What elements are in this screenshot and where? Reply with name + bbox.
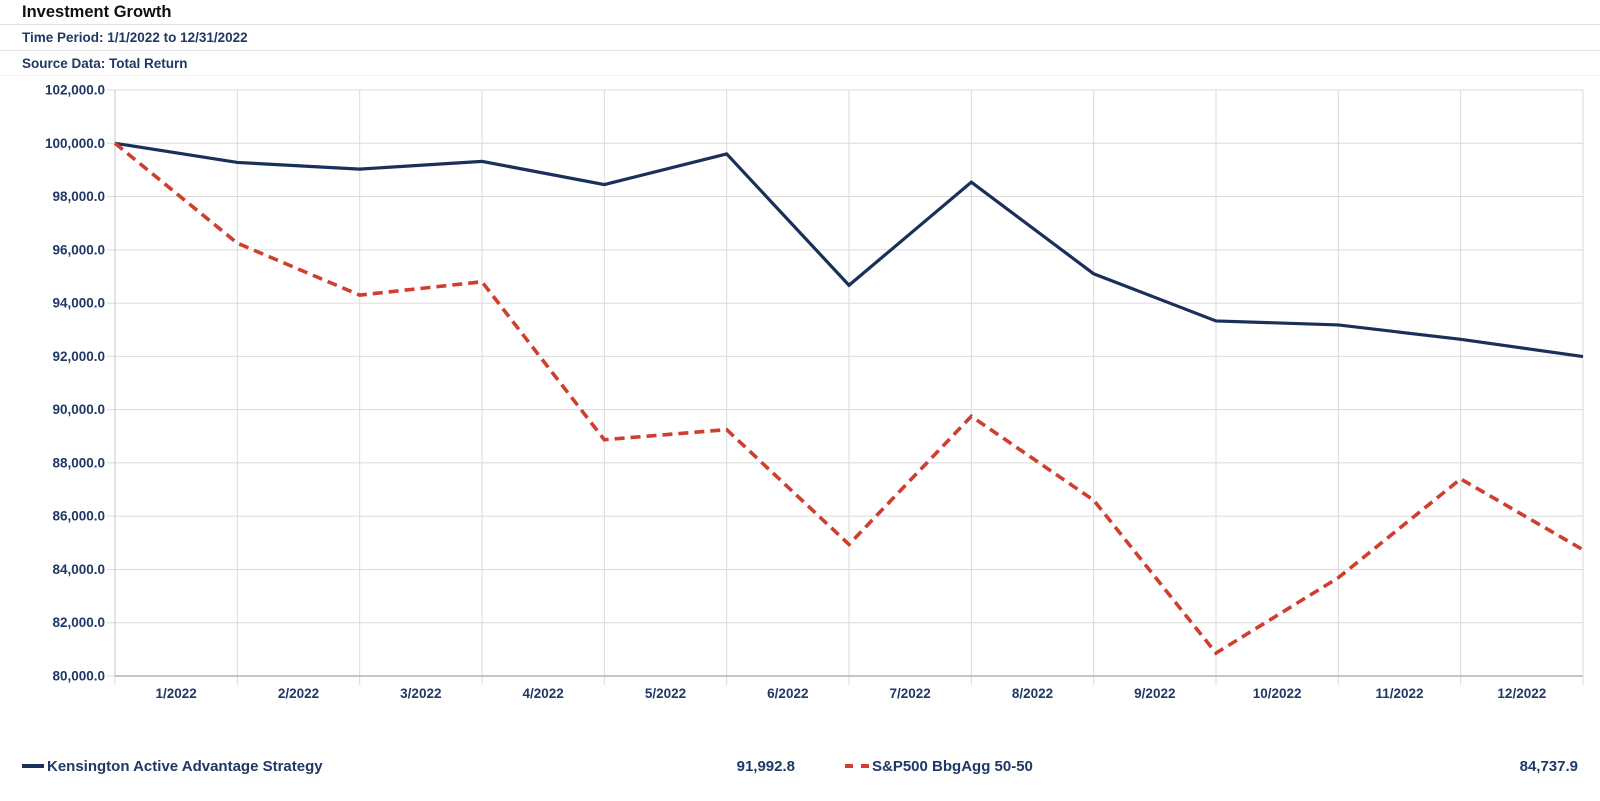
- legend-label-sp500-bbgagg: S&P500 BbgAgg 50-50: [872, 757, 1033, 775]
- x-tick-label: 4/2022: [523, 686, 564, 701]
- y-tick-label: 98,000.0: [52, 189, 105, 204]
- navy-solid-line-swatch: [22, 764, 44, 768]
- legend-final-value-sp500-bbgagg: 84,737.9: [1519, 757, 1578, 775]
- report-title: Investment Growth: [0, 0, 1600, 25]
- y-tick-label: 90,000.0: [52, 402, 105, 417]
- legend-item-kensington: Kensington Active Advantage Strategy 91,…: [22, 750, 795, 782]
- series-line-kensington: [114, 141, 1584, 359]
- y-tick-label: 92,000.0: [52, 349, 105, 364]
- y-tick-label: 82,000.0: [52, 615, 105, 630]
- chart-legend: Kensington Active Advantage Strategy 91,…: [0, 750, 1600, 782]
- series-line-sp500-bbgagg: [113, 141, 1584, 656]
- red-dashed-line-swatch: [845, 764, 869, 768]
- source-data-label: Source Data: Total Return: [0, 51, 1600, 76]
- x-tick-label: 6/2022: [767, 686, 808, 701]
- y-tick-label: 96,000.0: [52, 242, 105, 257]
- legend-label-kensington: Kensington Active Advantage Strategy: [47, 757, 323, 775]
- growth-line-chart-canvas: 102,000.0 100,000.0 98,000.0 96,000.0 94,000…: [45, 83, 1584, 701]
- x-tick-label: 5/2022: [645, 686, 686, 701]
- y-tick-label: 102,000.0: [45, 83, 105, 98]
- growth-line-chart: 102,000.0 100,000.0 98,000.0 96,000.0 94,000…: [0, 78, 1600, 708]
- y-tick-label: 88,000.0: [52, 455, 105, 470]
- y-tick-label: 80,000.0: [52, 669, 105, 684]
- y-tick-label: 94,000.0: [52, 296, 105, 311]
- y-tick-label: 100,000.0: [45, 136, 105, 151]
- x-tick-label: 7/2022: [890, 686, 931, 701]
- x-tick-label: 11/2022: [1375, 686, 1423, 701]
- y-tick-label: 84,000.0: [52, 562, 105, 577]
- x-tick-label: 10/2022: [1253, 686, 1302, 701]
- x-tick-label: 3/2022: [400, 686, 441, 701]
- legend-final-value-kensington: 91,992.8: [736, 757, 795, 775]
- legend-item-sp500-bbgagg: S&P500 BbgAgg 50-50 84,737.9: [845, 750, 1578, 782]
- time-period-label: Time Period: 1/1/2022 to 12/31/2022: [0, 25, 1600, 51]
- x-tick-label: 8/2022: [1012, 686, 1053, 701]
- y-tick-label: 86,000.0: [52, 509, 105, 524]
- x-tick-label: 2/2022: [278, 686, 319, 701]
- x-tick-label: 9/2022: [1134, 686, 1175, 701]
- x-tick-label: 1/2022: [156, 686, 197, 701]
- x-tick-label: 12/2022: [1497, 686, 1546, 701]
